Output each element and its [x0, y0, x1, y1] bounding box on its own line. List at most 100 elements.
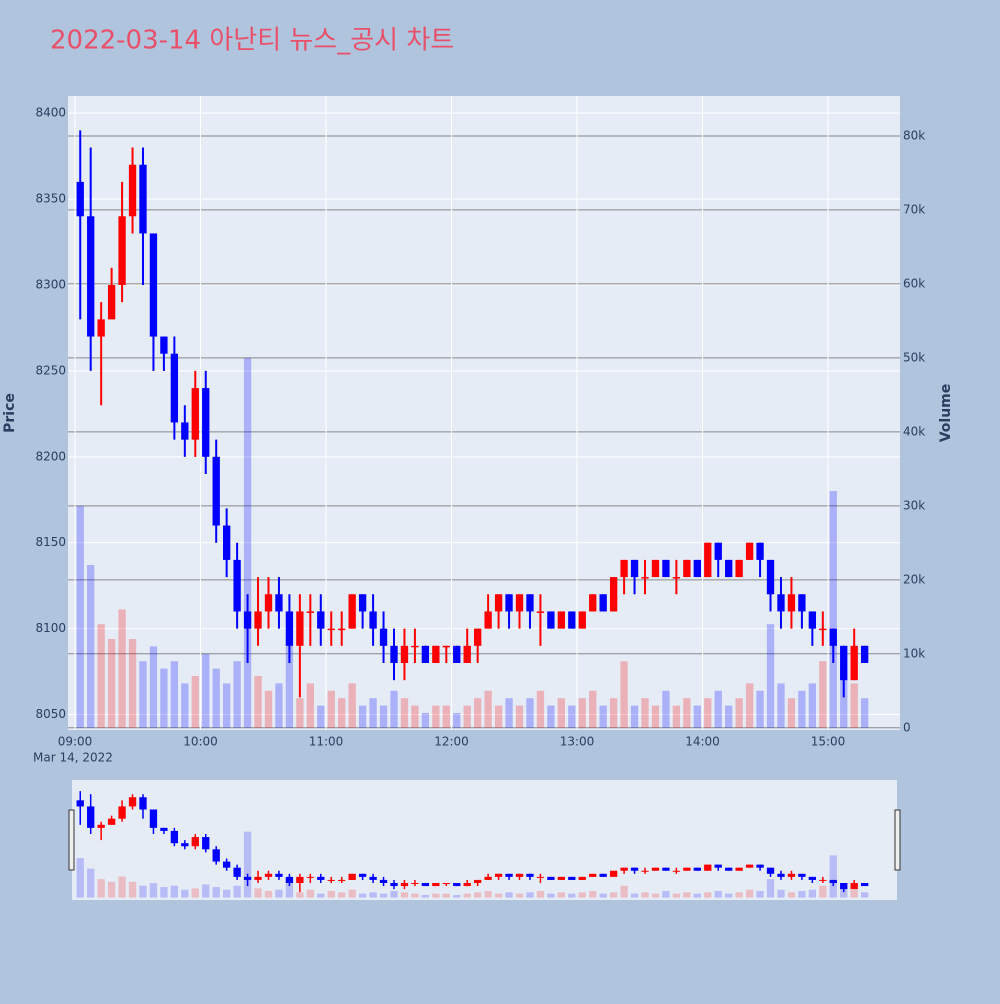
y2-tick-label: 70k [903, 202, 925, 216]
slider-volume [599, 893, 607, 898]
slider-body [233, 867, 241, 877]
slider-body [568, 876, 576, 880]
candle-body [819, 628, 827, 631]
volume-bar [557, 698, 566, 728]
candle-body [285, 611, 294, 646]
candle-body [348, 594, 356, 629]
slider-volume [860, 892, 869, 898]
candle-body [787, 594, 796, 612]
y-tick-label: 8250 [35, 363, 66, 377]
slider-volume [672, 893, 681, 898]
slider-volume [840, 887, 848, 898]
slider-volume [317, 893, 325, 898]
slider-volume [777, 889, 785, 898]
slider-volume [745, 889, 754, 898]
volume-bar [651, 705, 660, 728]
volume-bar [317, 705, 325, 728]
volume-bar [358, 705, 367, 728]
slider-body [777, 873, 785, 877]
candle-body [609, 577, 618, 612]
candle-body [547, 611, 555, 629]
slider-body [390, 882, 398, 887]
volume-bar [222, 683, 231, 728]
volume-bar [379, 705, 388, 728]
candle-body [766, 559, 775, 595]
slider-body [850, 882, 858, 890]
x-tick-label: 13:00 [560, 735, 595, 749]
candle-body [432, 645, 440, 663]
volume-bar [840, 668, 848, 728]
candle-body [463, 645, 471, 663]
candle-body [442, 645, 450, 648]
slider-body [599, 873, 607, 877]
slider-body [243, 876, 252, 880]
candle-body [139, 164, 147, 234]
candle-body [756, 542, 764, 560]
candle-body [327, 628, 335, 631]
slider-volume [641, 892, 649, 898]
slider-body [745, 864, 754, 868]
slider-volume [296, 892, 304, 898]
volume-bar [76, 505, 84, 728]
volume-bar [296, 698, 304, 728]
volume-bar [609, 698, 618, 728]
volume-bar [181, 683, 189, 728]
slider-body [107, 818, 116, 825]
volume-bar [421, 712, 430, 728]
slider-volume [766, 879, 775, 898]
candle-body [233, 559, 241, 612]
volume-bar [620, 661, 628, 728]
volume-bar [756, 690, 764, 728]
candle-body [222, 525, 231, 560]
slider-body [338, 879, 346, 881]
slider-handle-left[interactable] [68, 809, 75, 871]
slider-handle-right[interactable] [894, 809, 901, 871]
candle-body [630, 559, 639, 578]
candle-body [578, 611, 586, 629]
volume-bar [327, 690, 335, 728]
y2-tick-label: 40k [903, 424, 925, 438]
slider-volume [505, 892, 513, 898]
slider-body [704, 864, 712, 871]
slider-volume [369, 892, 377, 898]
volume-bar [107, 639, 116, 728]
candle-body [202, 388, 210, 457]
slider-body [285, 876, 294, 883]
volume-bar [599, 705, 607, 728]
volume-bar [442, 705, 450, 728]
slider-volume [819, 885, 827, 898]
candle-body [599, 594, 607, 612]
candle-body [400, 645, 409, 663]
y-tick-label: 8350 [35, 192, 66, 206]
range-slider[interactable] [72, 780, 897, 900]
volume-bar [118, 609, 126, 728]
candle-body [87, 216, 95, 337]
slider-volume [735, 892, 743, 898]
y-axis-title: Price [2, 393, 18, 433]
volume-bar [808, 683, 817, 728]
slider-volume [327, 891, 335, 898]
volume-bar [578, 698, 586, 728]
volume-bar [128, 639, 137, 728]
volume-bar [432, 705, 440, 728]
volume-bar [515, 705, 524, 728]
candle-body [735, 559, 743, 578]
y-tick-label: 8050 [35, 707, 66, 721]
volume-bar [860, 698, 869, 728]
volume-bar [798, 690, 806, 728]
x-tick-label: 12:00 [434, 735, 469, 749]
slider-body [306, 876, 314, 878]
slider-body [317, 876, 325, 880]
slider-volume [170, 885, 179, 898]
slider-body [264, 873, 273, 877]
volume-bar [87, 565, 95, 728]
slider-body [139, 797, 147, 810]
slider-volume [442, 893, 450, 898]
y2-tick-label: 30k [903, 498, 925, 512]
x-tick-label: 14:00 [685, 735, 720, 749]
volume-bar [704, 698, 712, 728]
slider-volume [453, 894, 461, 898]
slider-body [756, 864, 764, 868]
slider-volume [358, 893, 367, 898]
candle-body [191, 388, 199, 440]
